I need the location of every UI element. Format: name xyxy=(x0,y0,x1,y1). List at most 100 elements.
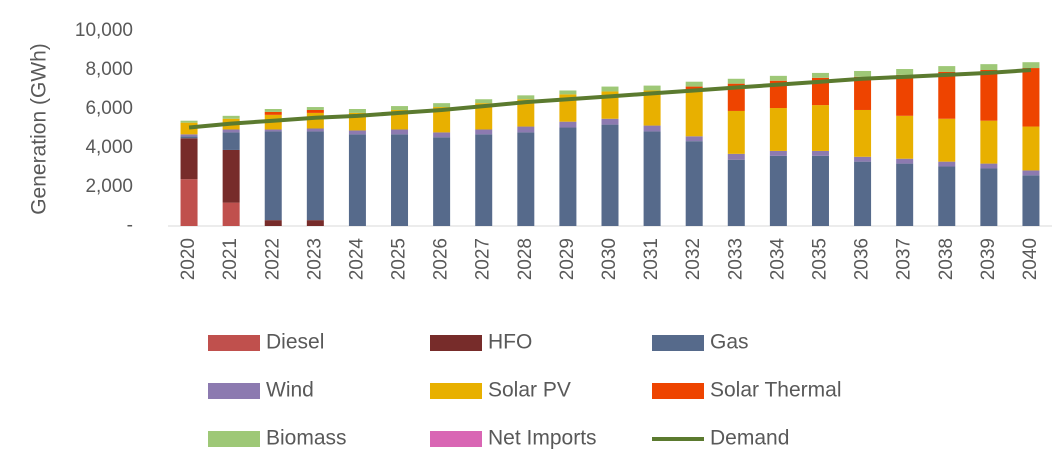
x-tick-label: 2029 xyxy=(557,238,578,280)
bar-segment xyxy=(727,78,745,84)
bar-segment xyxy=(517,132,535,226)
bar-segment xyxy=(769,75,787,81)
bar-segment xyxy=(1022,126,1040,171)
bar-segment xyxy=(896,163,914,226)
bar-segment xyxy=(222,115,240,119)
bar-segment xyxy=(938,118,956,162)
y-tick-label: 8,000 xyxy=(85,59,133,80)
x-tick-label: 2020 xyxy=(178,238,199,280)
bar-segment xyxy=(222,202,240,226)
x-tick-label: 2040 xyxy=(1020,238,1041,280)
legend-label: Demand xyxy=(710,427,789,450)
bar-segment xyxy=(348,130,366,135)
bar-segment xyxy=(854,161,872,226)
bar-segment xyxy=(854,156,872,162)
legend-swatch xyxy=(430,383,482,399)
bar-segment xyxy=(306,112,324,129)
bar-segment xyxy=(180,138,198,180)
bar-segment xyxy=(264,220,282,226)
bar-segment xyxy=(1022,175,1040,226)
bar-segment xyxy=(306,131,324,221)
bar-segment xyxy=(980,64,998,70)
bar-segment xyxy=(475,103,493,130)
bar-segment xyxy=(1022,62,1040,69)
bar-segment xyxy=(938,166,956,226)
bar-segment xyxy=(811,105,829,151)
bar-segment xyxy=(896,74,914,116)
legend-swatch xyxy=(430,335,482,351)
bar-segment xyxy=(601,124,619,226)
bar-segment xyxy=(769,108,787,151)
x-tick-label: 2028 xyxy=(515,238,536,280)
x-tick-label: 2039 xyxy=(978,238,999,280)
legend-label: Solar Thermal xyxy=(710,379,842,402)
x-tick-label: 2026 xyxy=(431,238,452,280)
demand-line xyxy=(188,68,1032,130)
legend-label: HFO xyxy=(488,331,532,354)
x-tick-label: 2035 xyxy=(809,238,830,280)
x-tick-label: 2038 xyxy=(936,238,957,280)
x-tick-label: 2034 xyxy=(767,238,788,281)
bar-segment xyxy=(222,132,240,150)
bar-segment xyxy=(727,159,745,226)
y-axis-label: Generation (GWh) xyxy=(28,43,51,215)
legend-swatch xyxy=(652,335,704,351)
bar-segment xyxy=(811,150,829,156)
legend-swatch xyxy=(208,431,260,447)
bar-segment xyxy=(643,90,661,126)
bar-segment xyxy=(222,129,240,133)
bar-segment xyxy=(1022,170,1040,176)
x-tick-label: 2027 xyxy=(473,238,494,280)
y-tick-label: - xyxy=(127,215,133,236)
legend-swatch xyxy=(430,431,482,447)
bar-segment xyxy=(433,137,451,226)
bar-segment xyxy=(769,80,787,109)
x-tick-label: 2023 xyxy=(304,238,325,280)
bar-segment xyxy=(559,90,577,95)
bar-segment xyxy=(517,99,535,127)
bar-segment xyxy=(896,115,914,159)
legend-swatch xyxy=(208,335,260,351)
bar-segment xyxy=(306,107,324,110)
bar-segment xyxy=(727,110,745,154)
bar-segment xyxy=(685,141,703,226)
bar-segment xyxy=(517,126,535,133)
legend-label: Biomass xyxy=(266,427,347,450)
bar-segment xyxy=(1022,68,1040,127)
bar-segment xyxy=(938,66,956,72)
bar-segment xyxy=(391,134,409,226)
bar-segment xyxy=(727,153,745,160)
x-tick-label: 2033 xyxy=(725,238,746,280)
legend-swatch xyxy=(652,383,704,399)
x-tick-label: 2030 xyxy=(599,238,620,280)
legend-swatch xyxy=(208,383,260,399)
bar-segment xyxy=(685,81,703,87)
bar-segment xyxy=(938,71,956,119)
bar-segment xyxy=(348,134,366,226)
bar-segment xyxy=(433,103,451,108)
bar-segment xyxy=(811,77,829,106)
y-tick-label: 4,000 xyxy=(85,137,133,158)
bar-segment xyxy=(475,99,493,104)
x-tick-label: 2031 xyxy=(641,238,662,280)
bar-segment xyxy=(391,106,409,110)
bar-segment xyxy=(980,163,998,169)
y-tick-label: 10,000 xyxy=(75,20,133,41)
bar-segment xyxy=(180,122,198,135)
legend-label: Net Imports xyxy=(488,427,597,450)
bar-segment xyxy=(433,132,451,138)
bar-segment xyxy=(854,109,872,157)
bar-segment xyxy=(938,161,956,167)
bar-segment xyxy=(264,111,282,115)
bar-segment xyxy=(980,168,998,226)
bar-segment xyxy=(264,131,282,221)
y-tick-label: 2,000 xyxy=(85,176,133,197)
bar-segment xyxy=(264,129,282,132)
bar-segment xyxy=(180,136,198,139)
bar-segment xyxy=(727,83,745,111)
y-tick-label: 6,000 xyxy=(85,98,133,119)
bar-segment xyxy=(264,109,282,112)
legend-label: Solar PV xyxy=(488,379,571,402)
x-tick-label: 2036 xyxy=(852,238,873,280)
